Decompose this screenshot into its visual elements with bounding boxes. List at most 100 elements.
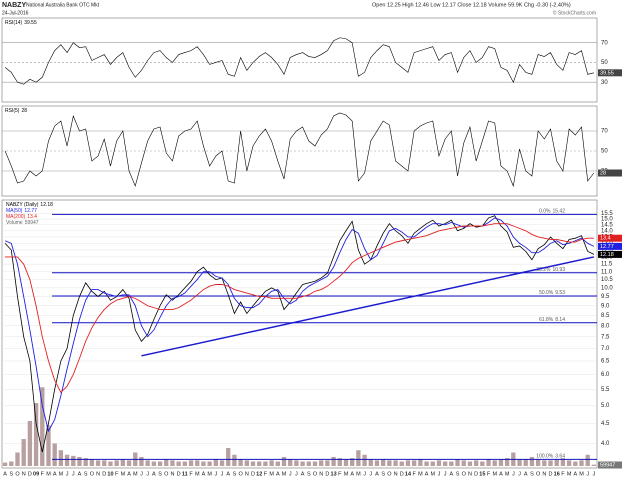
volume-bar [89, 459, 95, 466]
x-tick-label: O [313, 471, 318, 477]
y-tick-label: 6.0 [601, 372, 610, 378]
volume-bar [473, 460, 479, 466]
x-tick-label: D [28, 471, 32, 477]
fib-value: 3.64 [555, 454, 565, 460]
x-tick-label: O [238, 471, 243, 477]
x-tick-label: O [90, 471, 95, 477]
x-tick-label: 09 [33, 471, 39, 477]
x-tick-label: M [59, 471, 64, 477]
x-tick-label: 13 [331, 471, 337, 477]
x-tick-label: J [72, 471, 75, 477]
volume-bar [126, 460, 132, 466]
x-tick-label: A [573, 471, 577, 477]
x-tick-label: S [158, 471, 162, 477]
y-tick-label: 14.0 [601, 228, 613, 234]
y-tick-label: 6.5 [601, 359, 610, 365]
company: National Australia Bank OTC Mkt [26, 2, 100, 8]
x-tick-label: A [524, 471, 528, 477]
x-tick-label: 10 [107, 471, 113, 477]
volume-bar [46, 425, 51, 466]
x-tick-label: F [412, 471, 416, 477]
volume-bar [201, 461, 206, 466]
legend-entry: MA(200) 13.4 [6, 214, 37, 220]
volume-bar [424, 461, 429, 466]
x-tick-label: J [221, 471, 224, 477]
volume-bar [21, 439, 26, 466]
volume-bar [387, 460, 392, 466]
volume-bar [232, 454, 237, 466]
x-tick-label: 14 [405, 471, 412, 477]
fib-percent: 50.0% [539, 290, 554, 296]
x-tick-label: N [22, 471, 26, 477]
x-tick-label: S [84, 471, 88, 477]
fib-value: 15.42 [552, 209, 565, 215]
volume-bar [517, 459, 522, 466]
x-tick-label: M [282, 471, 287, 477]
volume-bar [436, 460, 442, 466]
volume-bar [27, 421, 33, 466]
y-tick-label: 10.0 [601, 285, 613, 291]
y-tick-label: 15.0 [601, 217, 613, 223]
volume-bar [405, 460, 411, 466]
volume-bar [9, 461, 14, 466]
x-tick-label: J [214, 471, 217, 477]
volume-bar [542, 460, 547, 466]
volume-bar [33, 403, 39, 466]
x-tick-label: F [561, 471, 565, 477]
volume-bar [374, 460, 380, 466]
legend-name: Volume [6, 220, 23, 226]
y-tick-label: 70 [601, 40, 608, 46]
legend-name: NABZY (Daily) [6, 202, 39, 208]
y-tick-label: 50 [601, 149, 608, 155]
volume-bar [102, 460, 107, 466]
rsi-line [4, 112, 595, 188]
x-tick-label: M [195, 471, 200, 477]
fib-value: 9.53 [555, 290, 565, 296]
volume-bar [461, 460, 466, 466]
volume-bar [170, 460, 175, 466]
x-tick-label: M [356, 471, 361, 477]
legend-entry: Volume 59947 [6, 220, 39, 226]
volume-bar [381, 459, 386, 466]
y-tick-label: 8.5 [601, 313, 610, 319]
y-tick-label: 7.0 [601, 346, 610, 352]
x-tick-label: A [301, 471, 305, 477]
volume-bar [120, 459, 126, 466]
y-tick-label: 50 [601, 60, 608, 66]
volume-bar [442, 461, 448, 466]
volume-bar [331, 457, 336, 466]
x-tick-label: S [9, 471, 13, 477]
x-tick-label: J [369, 471, 372, 477]
value-box-label: 12.18 [600, 252, 614, 258]
x-tick-label: N [245, 471, 249, 477]
x-tick-label: N [394, 471, 398, 477]
volume-bar [529, 457, 535, 466]
x-tick-label: J [146, 471, 149, 477]
volume-bar [411, 460, 417, 466]
volume-bar [281, 457, 287, 466]
x-tick-label: M [121, 471, 126, 477]
volume-bar [449, 461, 454, 466]
x-tick-label: F [264, 471, 268, 477]
volume-bar [145, 460, 150, 466]
volume-bar [195, 460, 200, 466]
volume-bar [83, 458, 88, 466]
legend-name: RSI(14) [5, 20, 23, 26]
volume-bar [319, 460, 324, 466]
x-tick-label: A [202, 471, 206, 477]
x-tick-label: D [400, 471, 404, 477]
fib-label: 50.0% 9.53 [539, 290, 565, 296]
x-tick-label: A [78, 471, 82, 477]
volume-bar [64, 454, 70, 466]
volume-bar [40, 387, 45, 466]
volume-bar [176, 461, 181, 466]
x-tick-label: O [536, 471, 541, 477]
volume-bar [480, 461, 485, 466]
x-tick-label: A [350, 471, 354, 477]
quote: Open 12.25 High 12.46 Low 12.17 Close 12… [372, 2, 571, 8]
x-tick-label: F [189, 471, 193, 477]
volume-bar [535, 459, 541, 466]
fib-percent: 0.0% [539, 209, 551, 215]
x-tick-label: A [226, 471, 230, 477]
